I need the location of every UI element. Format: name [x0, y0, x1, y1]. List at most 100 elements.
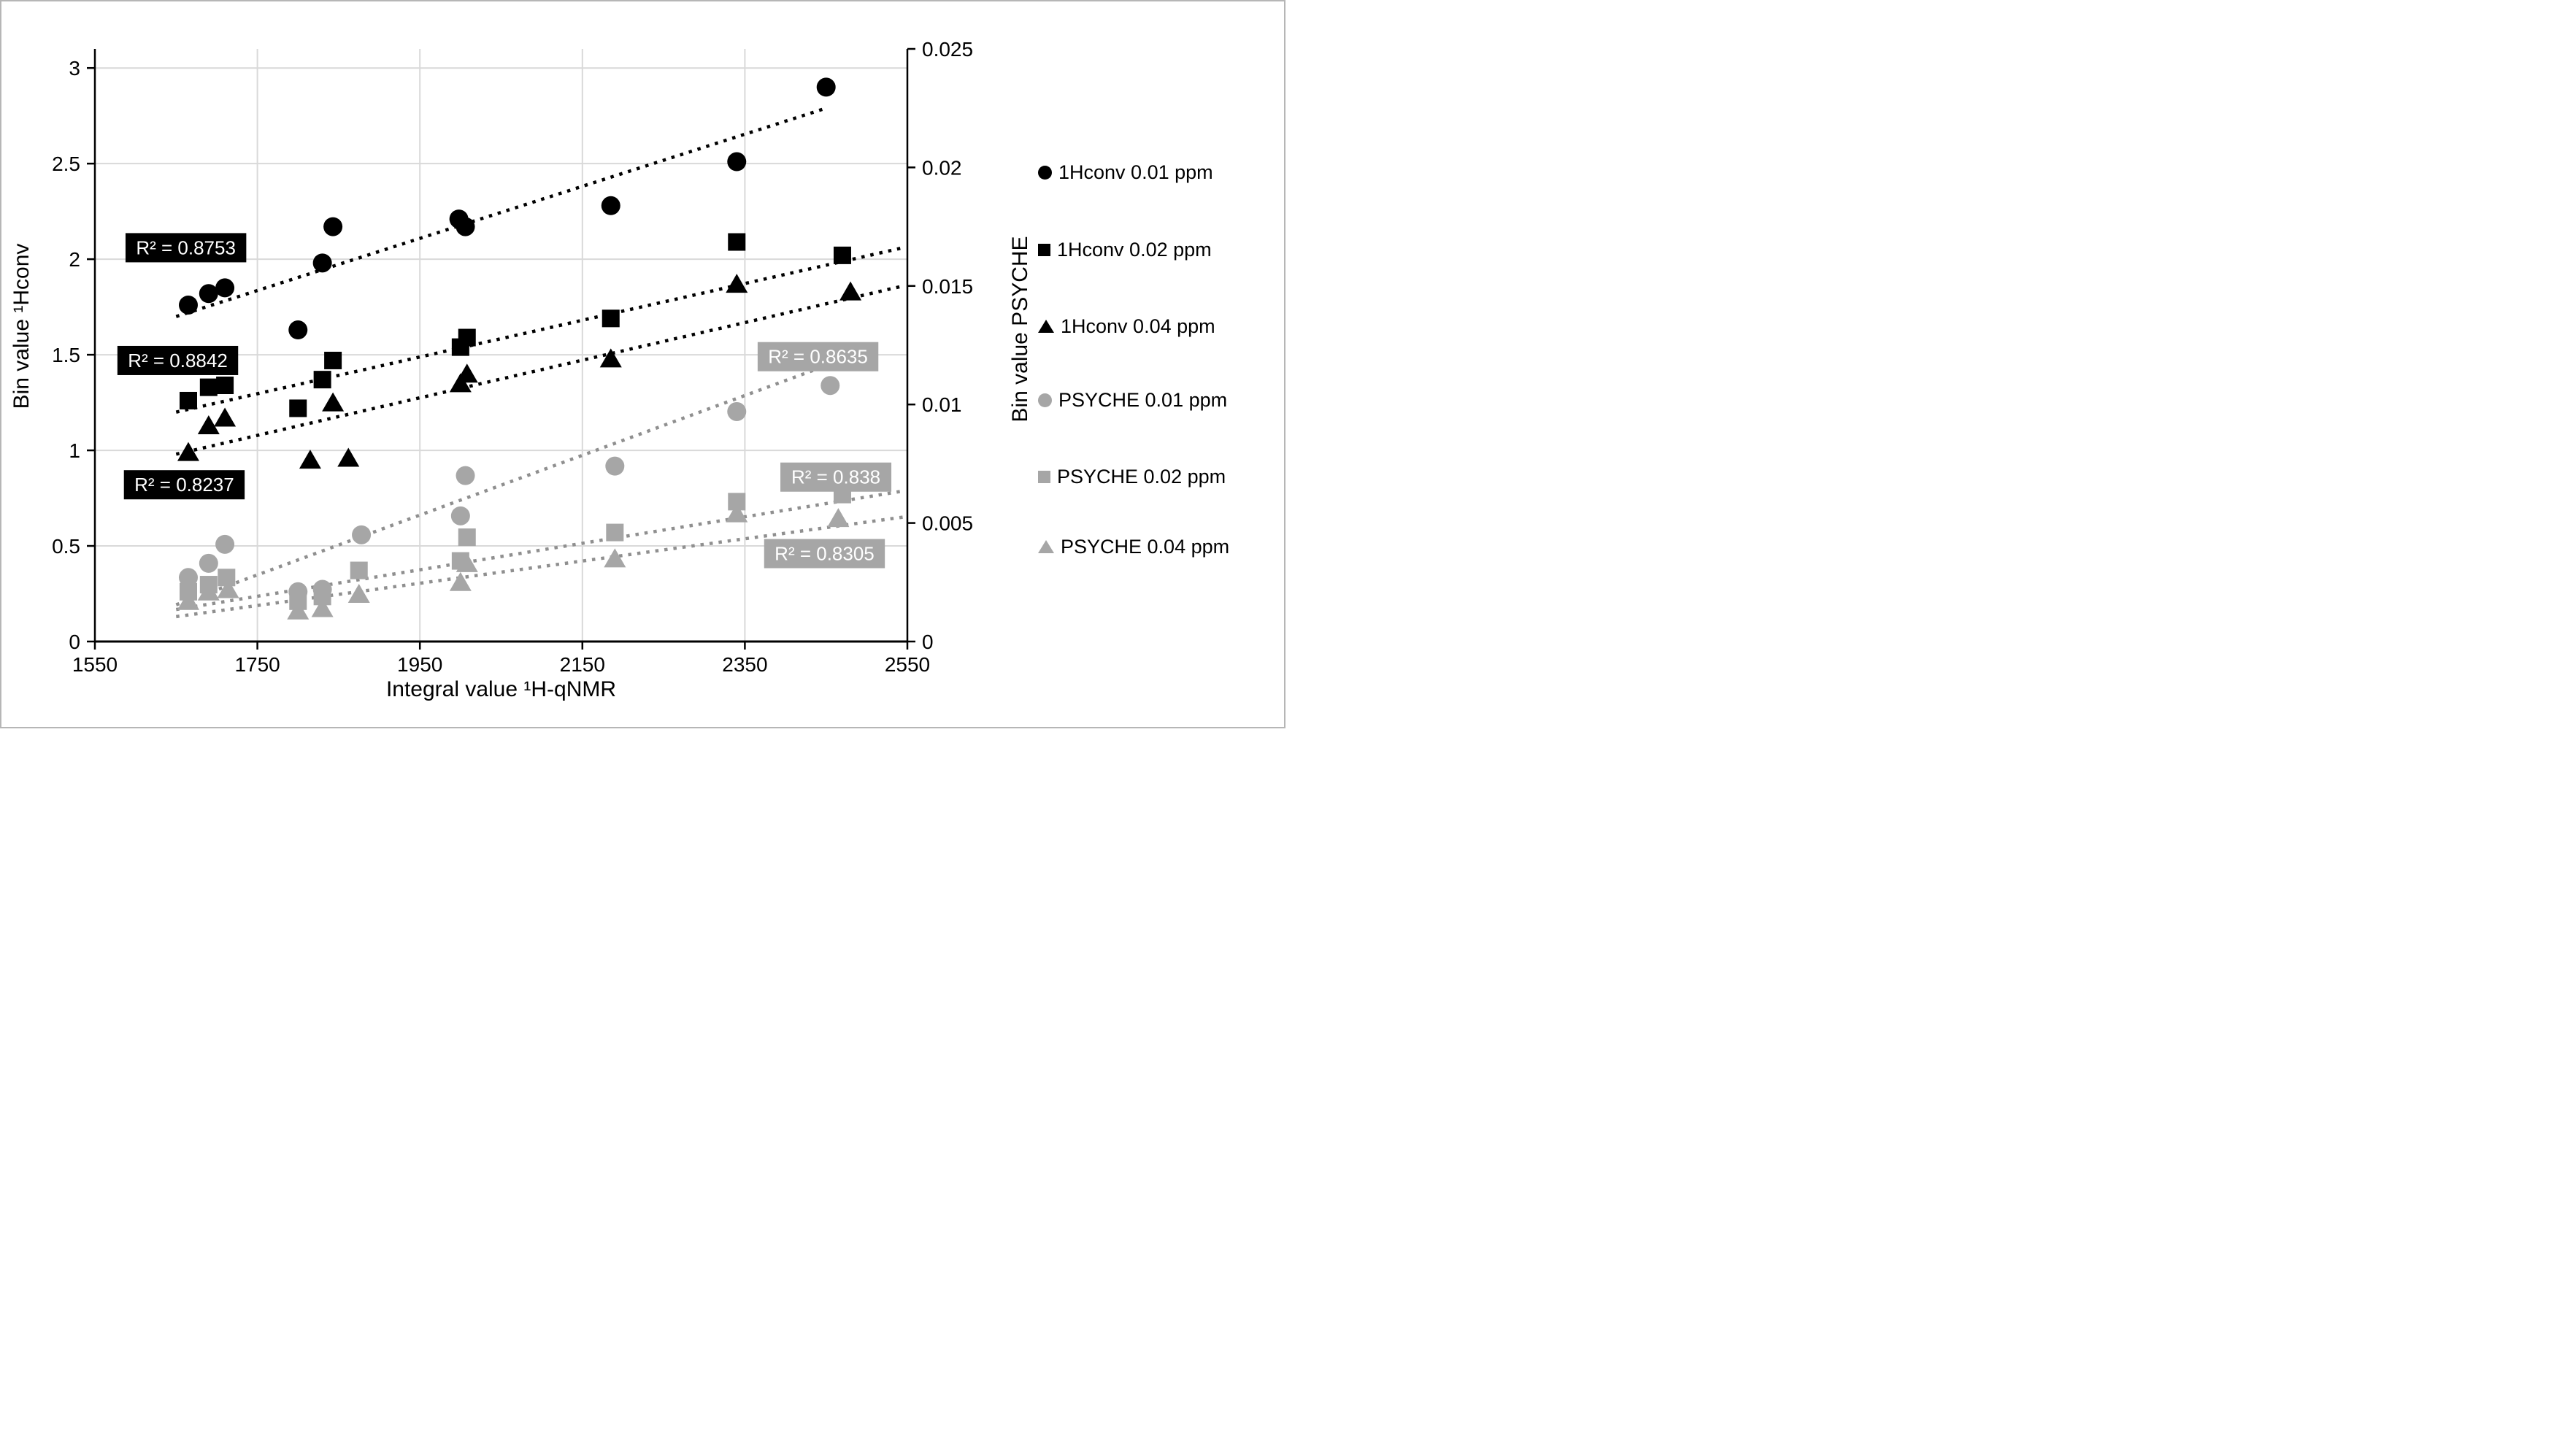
- legend-item-1hconv-004: 1Hconv 0.04 ppm: [1038, 313, 1215, 339]
- y-axis-right-tick-label: 0.025: [922, 38, 973, 61]
- data-point-circle: [605, 456, 625, 476]
- y-axis-right-tick-label: 0: [922, 631, 934, 653]
- x-axis-tick-label: 1750: [234, 653, 280, 676]
- legend-circle-black-icon: [1038, 165, 1052, 180]
- data-point-circle: [199, 284, 218, 304]
- legend-square-gray-icon: [1038, 470, 1050, 483]
- data-point-triangle: [456, 552, 478, 572]
- y-axis-right-tick-label: 0.02: [922, 156, 962, 179]
- data-point-circle: [456, 217, 475, 236]
- r2-label: R² = 0.8237: [134, 474, 234, 496]
- data-point-circle: [727, 152, 747, 172]
- data-point-triangle: [726, 503, 748, 523]
- r2-label: R² = 0.8842: [128, 350, 228, 371]
- data-point-triangle: [449, 571, 472, 591]
- data-point-circle: [816, 77, 836, 97]
- legend-item-1hconv-002: 1Hconv 0.02 ppm: [1038, 236, 1212, 263]
- data-point-triangle: [287, 600, 310, 620]
- data-point-square: [602, 309, 620, 328]
- y-axis-left-tick-label: 1.5: [52, 344, 80, 366]
- data-point-square: [313, 371, 331, 389]
- x-axis-tick-label: 2350: [722, 653, 767, 676]
- data-point-circle: [178, 295, 198, 315]
- data-point-triangle: [311, 598, 334, 617]
- data-point-circle: [288, 320, 308, 340]
- y-axis-right-tick-label: 0.01: [922, 393, 962, 416]
- legend-square-black-icon: [1038, 243, 1050, 256]
- data-point-triangle: [449, 373, 472, 393]
- data-point-square: [458, 528, 476, 547]
- data-point-square: [728, 233, 746, 251]
- trendline-PSYCHE-0.01-ppm: [175, 368, 815, 606]
- data-point-triangle: [604, 548, 626, 568]
- y-axis-title-left: Bin value ¹Hconv: [9, 243, 34, 409]
- legend-item-psyche-001: PSYCHE 0.01 ppm: [1038, 387, 1227, 413]
- y-axis-left-tick-label: 2.5: [52, 153, 80, 175]
- trendline-1Hconv-0.04-ppm: [175, 284, 904, 456]
- data-point-circle: [312, 253, 332, 273]
- legend-label: PSYCHE 0.04 ppm: [1061, 535, 1230, 558]
- r2-label: R² = 0.8635: [768, 346, 868, 368]
- x-axis-tick-label: 2550: [885, 653, 930, 676]
- data-point-square: [606, 523, 624, 542]
- data-point-circle: [821, 376, 840, 396]
- r2-label-box: [780, 462, 892, 492]
- data-point-circle: [727, 401, 747, 421]
- legend-triangle-gray-icon: [1038, 540, 1054, 553]
- legend-circle-gray-icon: [1038, 393, 1052, 407]
- r2-label: R² = 0.838: [791, 466, 880, 488]
- r2-label: R² = 0.8753: [136, 236, 236, 258]
- y-axis-left-tick-label: 1: [69, 439, 80, 462]
- data-point-triangle: [456, 363, 478, 383]
- data-point-triangle: [337, 447, 360, 467]
- r2-label: R² = 0.8305: [775, 543, 875, 565]
- y-axis-left-tick-label: 3: [69, 57, 80, 80]
- data-point-triangle: [599, 348, 622, 368]
- data-point-square: [179, 391, 197, 409]
- y-axis-left-tick-label: 0.5: [52, 535, 80, 558]
- data-point-circle: [178, 568, 198, 588]
- chart-frame: 1550 1750 1950 2150 2350 2550 0 0.5 1 1.5 2 2.5 3 0 0.…: [0, 0, 1286, 728]
- legend-label: PSYCHE 0.01 ppm: [1058, 388, 1228, 411]
- data-point-square: [833, 246, 851, 264]
- data-point-triangle: [827, 508, 850, 528]
- r2-label-box: [117, 345, 239, 375]
- x-axis-tick-label: 2150: [560, 653, 605, 676]
- legend-item-psyche-004: PSYCHE 0.04 ppm: [1038, 534, 1229, 560]
- r2-label-box: [764, 539, 885, 569]
- y-axis-left-tick-label: 2: [69, 248, 80, 271]
- legend-label: PSYCHE 0.02 ppm: [1057, 465, 1226, 488]
- y-axis-left-tick-label: 0: [69, 631, 80, 653]
- data-point-triangle: [347, 584, 370, 604]
- data-point-square: [289, 399, 307, 417]
- data-point-square: [199, 378, 218, 396]
- legend-label: 1Hconv 0.04 ppm: [1061, 315, 1215, 337]
- legend-triangle-black-icon: [1038, 320, 1054, 333]
- x-axis-tick-label: 1550: [72, 653, 118, 676]
- data-point-circle: [215, 278, 235, 298]
- data-point-triangle: [197, 581, 220, 601]
- data-point-triangle: [177, 590, 199, 610]
- scatter-chart: 1550 1750 1950 2150 2350 255000.511.522.5300.…: [52, 38, 973, 676]
- data-point-triangle: [214, 407, 237, 427]
- data-point-triangle: [726, 274, 748, 293]
- data-point-triangle: [217, 579, 239, 598]
- data-point-square: [458, 328, 476, 347]
- r2-label-box: [125, 233, 247, 263]
- data-point-triangle: [299, 450, 321, 469]
- data-point-square: [324, 351, 342, 369]
- data-point-triangle: [839, 281, 862, 301]
- legend-item-1hconv-001: 1Hconv 0.01 ppm: [1038, 159, 1213, 185]
- data-point-triangle: [322, 392, 345, 412]
- data-point-triangle: [197, 415, 220, 435]
- data-point-circle: [352, 525, 372, 544]
- y-axis-title-right: Bin value PSYCHE: [1008, 236, 1032, 423]
- data-point-circle: [215, 534, 235, 554]
- data-point-circle: [450, 506, 470, 525]
- data-point-circle: [199, 553, 218, 573]
- legend-item-psyche-002: PSYCHE 0.02 ppm: [1038, 463, 1226, 490]
- x-axis-title: Integral value ¹H-qNMR: [385, 677, 617, 701]
- trendline-1Hconv-0.01-ppm: [175, 107, 827, 318]
- r2-label-box: [123, 470, 245, 500]
- trendline-1Hconv-0.02-ppm: [175, 246, 904, 414]
